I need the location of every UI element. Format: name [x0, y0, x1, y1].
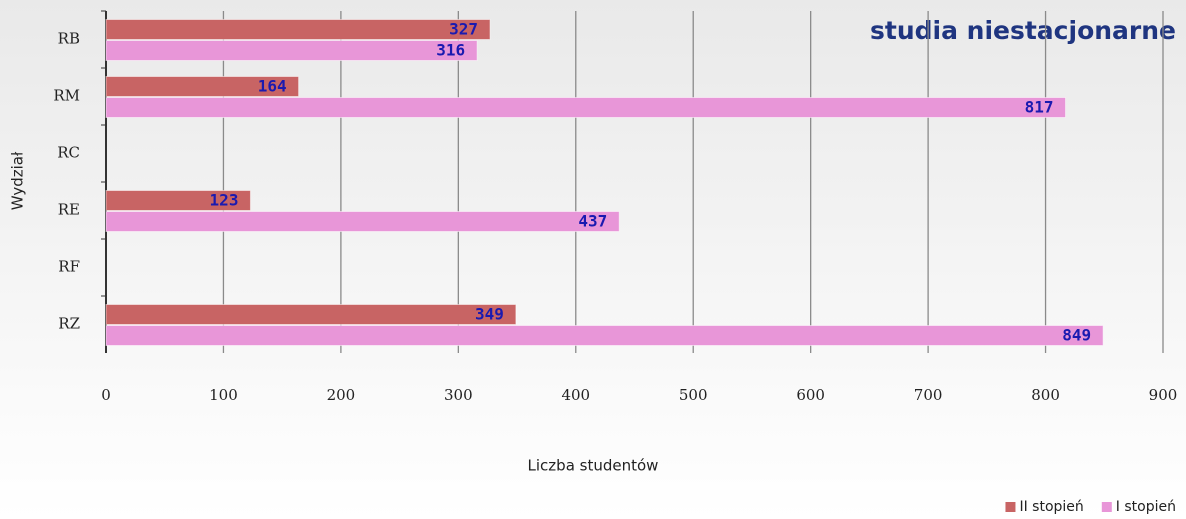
- x-tick-label: 700: [914, 386, 943, 404]
- y-tick-label: RB: [58, 30, 80, 48]
- data-label: 437: [578, 212, 607, 231]
- bar: [105, 190, 251, 211]
- y-tick-label: RZ: [58, 315, 80, 333]
- bar: [105, 19, 491, 40]
- chart-title: studia niestacjonarne: [870, 16, 1176, 45]
- x-tick-label: 400: [561, 386, 590, 404]
- data-label: 349: [475, 305, 504, 324]
- x-tick-label: 300: [444, 386, 473, 404]
- bar: [105, 97, 1067, 118]
- x-tick-label: 500: [679, 386, 708, 404]
- bar: [105, 325, 1104, 346]
- x-tick-label: 600: [796, 386, 825, 404]
- data-label: 123: [210, 191, 239, 210]
- x-tick-label: 0: [101, 386, 111, 404]
- legend-swatch: [1005, 502, 1016, 512]
- data-label: 849: [1062, 326, 1091, 345]
- x-axis-label: Liczba studentów: [528, 457, 659, 475]
- bar: [105, 76, 300, 97]
- x-tick-label: 800: [1031, 386, 1060, 404]
- y-tick-label: RC: [57, 144, 80, 162]
- y-tick-label: RF: [58, 258, 80, 276]
- data-label: 327: [449, 20, 478, 39]
- data-label: 817: [1025, 98, 1054, 117]
- x-tick-label: 100: [209, 386, 238, 404]
- data-label: 316: [436, 41, 465, 60]
- y-tick-label: RM: [53, 87, 80, 105]
- bar: [105, 211, 620, 232]
- y-axis-label: Wydział: [9, 151, 27, 210]
- bar: [105, 40, 478, 61]
- data-label: 164: [258, 77, 287, 96]
- x-tick-label: 900: [1149, 386, 1178, 404]
- legend-swatch: [1101, 502, 1112, 512]
- legend-label: I stopień: [1116, 499, 1176, 515]
- x-tick-label: 200: [327, 386, 356, 404]
- bar: [105, 304, 517, 325]
- legend-label: II stopień: [1019, 499, 1083, 515]
- y-tick-label: RE: [58, 201, 80, 219]
